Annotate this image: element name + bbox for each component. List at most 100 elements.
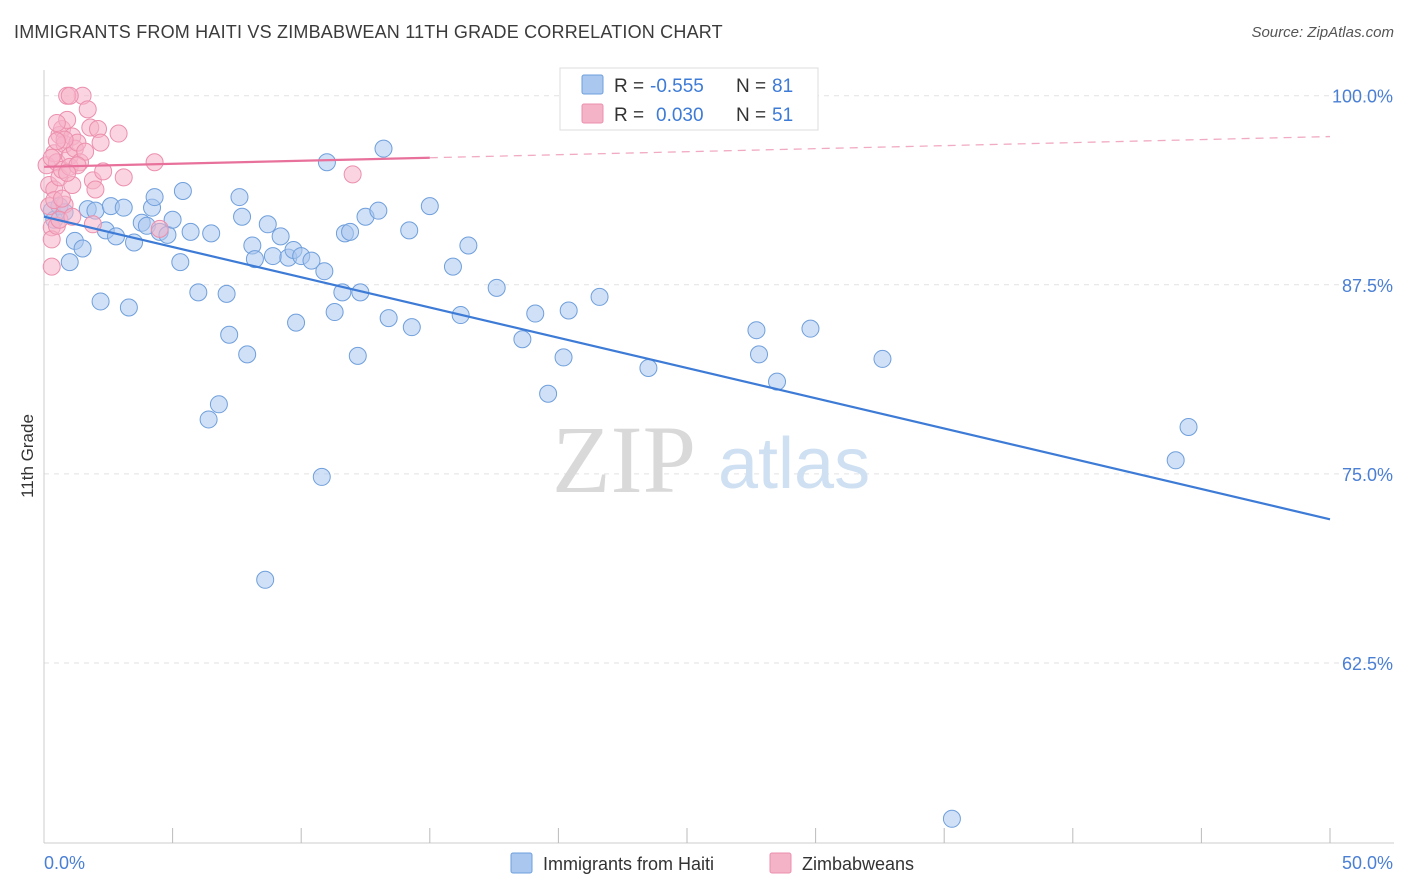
data-point [801,319,820,338]
data-point [145,153,164,172]
data-point [114,168,133,187]
data-point [78,100,97,119]
data-point [114,198,133,217]
data-point [747,321,766,340]
data-point [163,210,182,229]
data-point [325,303,344,322]
data-point [238,345,257,364]
data-point [109,124,128,143]
trend-line-dashed [429,135,1331,159]
data-point [107,227,126,246]
data-point [343,165,362,184]
bottom-legend: Immigrants from Haiti Zimbabweans [510,852,914,874]
data-point [86,180,105,199]
x-tick-label: 0.0% [44,853,85,873]
data-point [217,284,236,303]
stats-n-value-zimbabwe: 51 [772,105,793,126]
stats-n-label-zimbabwe: N = [736,105,766,126]
data-point [42,148,61,167]
data-point [91,292,110,311]
data-point [181,222,200,241]
data-point [459,236,478,255]
y-tick-label: 87.5% [1342,276,1393,296]
data-point [379,309,398,328]
data-point [590,287,609,306]
data-point [145,188,164,207]
data-point [317,153,336,172]
data-point [63,207,82,226]
data-point [94,162,113,181]
data-point [1166,451,1185,470]
grid-lines [44,95,1394,664]
x-ticks [172,828,1331,843]
series-zimbabwe-points [37,86,362,276]
stats-r-label-haiti: R = [614,76,644,97]
data-point [873,349,892,368]
data-point [400,221,419,240]
data-point [189,283,208,302]
data-point [42,257,61,276]
stats-legend: R = -0.555 N = 81 R = 0.030 N = 51 [559,67,819,131]
data-point [443,257,462,276]
data-point [230,188,249,207]
data-point [53,189,72,208]
chart-title: IMMIGRANTS FROM HAITI VS ZIMBABWEAN 11TH… [14,22,723,42]
legend-label-haiti: Immigrants from Haiti [543,854,714,874]
data-point [256,570,275,589]
data-point [150,219,169,238]
data-point [209,395,228,414]
data-point [202,224,221,243]
stats-n-value-haiti: 81 [772,76,793,97]
y-tick-labels: 100.0% 87.5% 75.0% 62.5% [1332,87,1393,674]
data-point [539,384,558,403]
data-point [315,262,334,281]
data-point [199,410,218,429]
data-point [233,207,252,226]
data-point [750,345,769,364]
data-point [76,142,95,161]
data-point [73,239,92,258]
data-point [420,197,439,216]
source-label: Source: ZipAtlas.com [1251,24,1394,41]
data-point [312,467,331,486]
trend-line-solid [43,215,1331,521]
stats-r-value-haiti: -0.555 [650,76,704,97]
data-point [559,301,578,320]
watermark-atlas: atlas [718,424,870,504]
stats-swatch-haiti [581,74,604,95]
y-tick-label: 100.0% [1332,87,1393,107]
data-point [91,133,110,152]
watermark-zip: ZIP [552,406,696,513]
data-point [341,222,360,241]
data-point [60,253,79,272]
legend-label-zimbabwe: Zimbabweans [802,854,914,874]
data-point [348,346,367,365]
data-point [271,227,290,246]
legend-swatch-zimbabwe [769,852,792,874]
data-point [263,247,282,266]
data-point [173,182,192,201]
data-point [487,278,506,297]
data-point [171,253,190,272]
legend-swatch-haiti [510,852,533,874]
data-point [402,318,421,337]
data-point [513,330,532,349]
data-point [374,139,393,158]
x-tick-labels: 0.0% 50.0% [44,853,1393,873]
data-point [245,250,264,269]
x-tick-label: 50.0% [1342,853,1393,873]
watermark: ZIP atlas [552,406,870,513]
stats-r-label-zimbabwe: R = [614,105,644,126]
data-point [47,132,66,151]
y-tick-label: 75.0% [1342,465,1393,485]
trend-line-solid [43,156,430,168]
data-point [639,359,658,378]
stats-swatch-zimbabwe [581,103,604,124]
data-point [1179,418,1198,437]
data-point [60,86,79,105]
data-point [258,215,277,234]
stats-r-value-zimbabwe: 0.030 [656,105,704,126]
data-point [526,304,545,323]
y-tick-label: 62.5% [1342,654,1393,674]
